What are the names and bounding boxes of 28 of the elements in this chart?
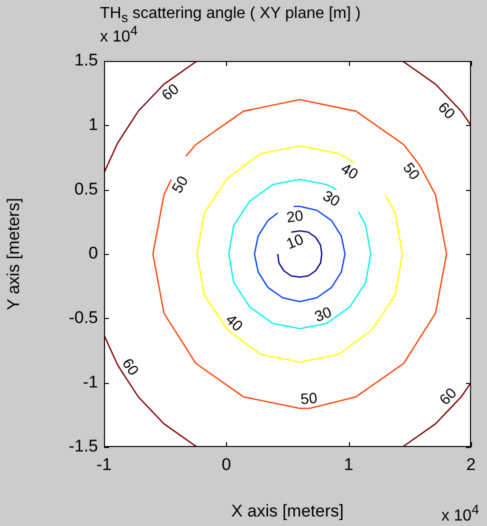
annotation: 60 [436, 384, 460, 409]
annotation: 60 [434, 98, 458, 123]
x-tick-label: 1 [344, 454, 354, 474]
annotation: 10 [284, 231, 306, 253]
y-tick-label: -0.5 [68, 308, 98, 328]
annotation: 50 [300, 390, 318, 408]
annotation: 30 [312, 304, 334, 326]
y-tick-label: 0 [88, 244, 98, 263]
annotation: 30 [320, 187, 343, 210]
chart-title: TH$_{s}$ scattering angle ( XY plane [m] ) [100, 5, 361, 26]
annotation: 20 [286, 207, 304, 226]
annotation: 50 [399, 160, 423, 184]
y-tick-label: 0.5 [74, 179, 98, 198]
annotation: 60 [118, 356, 142, 379]
text: x 10$^{4}$ [100, 23, 138, 46]
x-tick-label: 0 [222, 454, 232, 474]
annotation: 60 [158, 80, 182, 104]
y-tick-label: 1 [88, 115, 98, 134]
annotation: 40 [338, 160, 361, 184]
y-tick-label: 1.5 [74, 50, 98, 70]
x-axis-title: X axis [meters] [231, 501, 344, 520]
text: x 10$^{4}$ [441, 502, 479, 524]
x-tick-label: 2 [466, 454, 476, 474]
y-tick-label: -1 [82, 372, 98, 392]
y-axis-title: Y axis [meters] [4, 198, 23, 310]
annotation: 50 [168, 173, 192, 196]
y-tick-label: -1.5 [68, 436, 98, 456]
annotation: 40 [222, 311, 246, 336]
